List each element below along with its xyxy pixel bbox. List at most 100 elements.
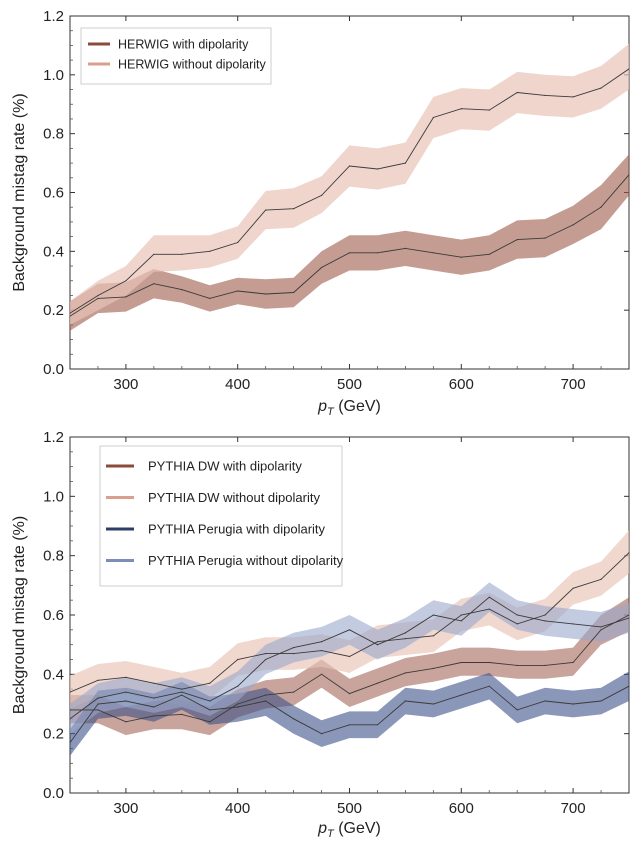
legend-box [99, 445, 343, 587]
x-axis-label: pT (GeV) [317, 820, 381, 840]
data-point [209, 700, 211, 702]
data-point [265, 653, 267, 655]
data-point [237, 706, 239, 708]
data-point [181, 289, 183, 291]
data-point [321, 266, 323, 269]
data-point [516, 614, 518, 616]
data-point [70, 709, 71, 711]
data-point [181, 694, 183, 696]
data-point [125, 721, 127, 723]
legend-box [80, 27, 272, 85]
data-point [237, 241, 239, 244]
x-tick-label: 400 [225, 800, 250, 817]
data-point [600, 700, 602, 702]
data-point [125, 700, 127, 702]
y-tick-label: 0.4 [43, 243, 64, 260]
data-point [628, 174, 629, 176]
data-point [544, 237, 546, 239]
chart-panel-2: 0.0 0.2 0.4 0.6 0.8 1.0 1.2 300 400 500 600 700 Back… [11, 429, 630, 840]
data-point [209, 682, 211, 684]
y-tick-label: 1.0 [43, 67, 64, 84]
legend-label: HERWIG with dipolarity [118, 38, 249, 52]
y-tick-label: 0.0 [43, 361, 64, 378]
data-point [488, 685, 490, 687]
data-point [376, 644, 379, 646]
data-point [237, 703, 239, 705]
data-point [293, 208, 295, 210]
y-tick-label: 0.8 [43, 548, 64, 565]
data-point [237, 685, 239, 687]
data-point [404, 638, 406, 640]
legend-label: PYTHIA DW with dipolarity [148, 459, 302, 474]
data-point [432, 703, 434, 705]
data-point [488, 109, 490, 111]
data-point [265, 700, 267, 702]
data-point [153, 697, 155, 699]
data-point [125, 676, 127, 678]
data-point [293, 653, 295, 655]
data-point [544, 700, 546, 702]
x-tick-label: 600 [449, 376, 474, 393]
y-tick-label: 0.4 [43, 666, 64, 683]
series-band-4 [70, 582, 629, 734]
data-point [432, 116, 434, 119]
data-point [153, 706, 155, 708]
data-point [488, 253, 490, 255]
y-axis-label: Background mistag rate (%) [11, 93, 28, 291]
data-point [70, 691, 71, 693]
data-point [237, 290, 239, 292]
data-point [97, 697, 99, 699]
data-point [628, 552, 629, 554]
data-point [544, 614, 546, 616]
data-point [181, 688, 183, 690]
data-point [153, 682, 155, 684]
x-tick-label: 700 [561, 376, 586, 393]
data-point [404, 632, 406, 634]
data-point [628, 68, 629, 70]
y-tick-label: 0.2 [43, 302, 64, 319]
data-point [544, 94, 546, 96]
data-point [265, 293, 267, 295]
data-point [265, 209, 267, 211]
data-point [70, 315, 71, 317]
legend: HERWIG with dipolarity HERWIG without dip… [80, 27, 272, 85]
data-point [376, 724, 379, 726]
data-point [516, 91, 518, 94]
data-point [600, 626, 602, 628]
data-point [460, 108, 462, 110]
data-point [628, 617, 629, 619]
y-tick-label: 0.2 [43, 726, 64, 743]
data-point [516, 709, 518, 711]
legend-label: PYTHIA Perugia without dipolarity [148, 553, 344, 568]
data-point [321, 641, 323, 643]
y-tick-label: 1.2 [43, 429, 64, 446]
data-point [488, 608, 490, 610]
data-point [125, 280, 127, 282]
data-point [432, 635, 434, 637]
data-point [265, 658, 267, 661]
data-point [293, 718, 295, 720]
data-point [348, 629, 351, 631]
data-point [404, 672, 406, 674]
data-point [321, 650, 323, 652]
data-point [544, 620, 546, 622]
data-point [209, 250, 211, 252]
data-point [572, 623, 574, 625]
data-point [600, 87, 602, 89]
data-point [516, 664, 518, 667]
data-point [460, 256, 462, 258]
data-point [348, 724, 351, 726]
data-point [70, 718, 71, 720]
y-tick-label: 0.8 [43, 126, 64, 143]
data-point [97, 297, 99, 299]
data-point [321, 673, 323, 675]
x-axis-label: pT (GeV) [317, 398, 381, 418]
data-point [348, 655, 351, 658]
data-point [293, 691, 295, 693]
data-point [97, 679, 99, 681]
data-point [153, 253, 155, 255]
data-point [209, 709, 211, 711]
y-tick-label: 0.6 [43, 185, 64, 202]
data-point [181, 253, 183, 255]
